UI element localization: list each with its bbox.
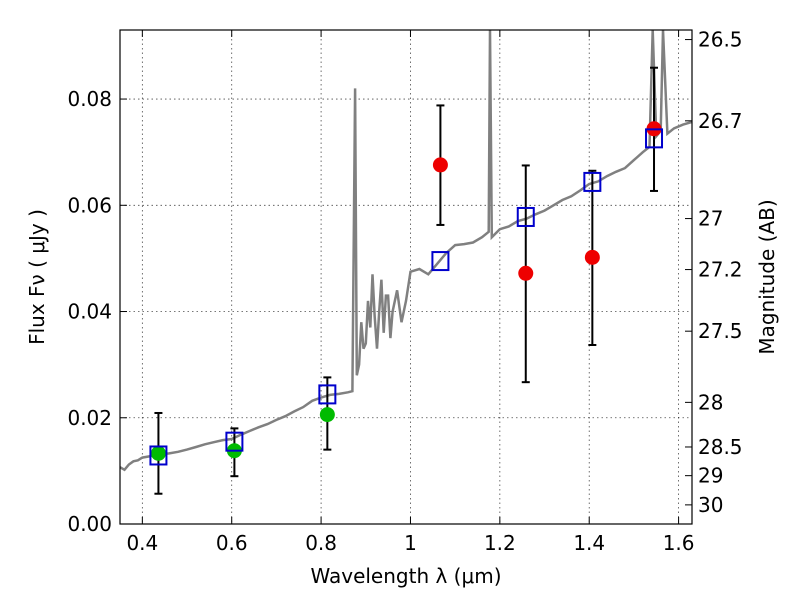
y-tick-label: 0.06 xyxy=(67,193,112,217)
plot-frame xyxy=(119,29,693,525)
observed-point xyxy=(518,265,534,281)
right-tick-label: 26.5 xyxy=(698,28,743,52)
observed-point xyxy=(432,157,448,173)
model-point xyxy=(318,384,337,405)
x-tick-label: 0.4 xyxy=(126,531,158,555)
y-tick-label: 0.02 xyxy=(67,406,112,430)
model-point xyxy=(516,206,535,227)
model-point xyxy=(431,251,450,272)
y-tick-label: 0.00 xyxy=(67,512,112,536)
model-point xyxy=(583,171,602,192)
y-tick-label: 0.04 xyxy=(67,300,112,324)
right-tick-label: 28.5 xyxy=(698,435,743,459)
x-axis-title: Wavelength λ (μm) xyxy=(310,564,501,588)
right-axis-title: Magnitude (AB) xyxy=(755,199,779,354)
x-tick-label: 0.6 xyxy=(216,531,248,555)
error-bars xyxy=(154,66,659,495)
right-tick-label: 30 xyxy=(698,493,723,517)
axis-ticks: 0.4 0.6 0.8 1 1.2 1.4 1.6 0.00 0.02 0.04 0.06 0.08 2… xyxy=(67,28,742,555)
right-tick-label: 29 xyxy=(698,464,723,488)
spectrum-layer xyxy=(120,30,692,472)
right-tick-label: 27 xyxy=(698,207,723,231)
data-markers xyxy=(149,121,664,466)
right-tick-label: 26.7 xyxy=(698,109,743,133)
detected-point xyxy=(150,445,166,461)
detected-point xyxy=(319,407,335,423)
observed-point xyxy=(584,249,600,265)
y-tick-label: 0.08 xyxy=(67,87,112,111)
model-point xyxy=(645,128,664,149)
x-tick-label: 0.8 xyxy=(305,531,337,555)
model-point xyxy=(149,445,168,466)
right-tick-label: 28 xyxy=(698,390,723,414)
model-point xyxy=(225,431,244,452)
model-spectrum-line xyxy=(120,30,692,472)
grid-lines xyxy=(120,30,692,524)
x-tick-label: 1 xyxy=(404,531,417,555)
x-tick-label: 1.2 xyxy=(484,531,516,555)
right-tick-label: 27.5 xyxy=(698,319,743,343)
x-tick-label: 1.6 xyxy=(663,531,695,555)
right-tick-label: 27.2 xyxy=(698,258,743,282)
y-axis-title: Flux Fν ( μJy ) xyxy=(25,209,49,345)
x-tick-label: 1.4 xyxy=(573,531,605,555)
